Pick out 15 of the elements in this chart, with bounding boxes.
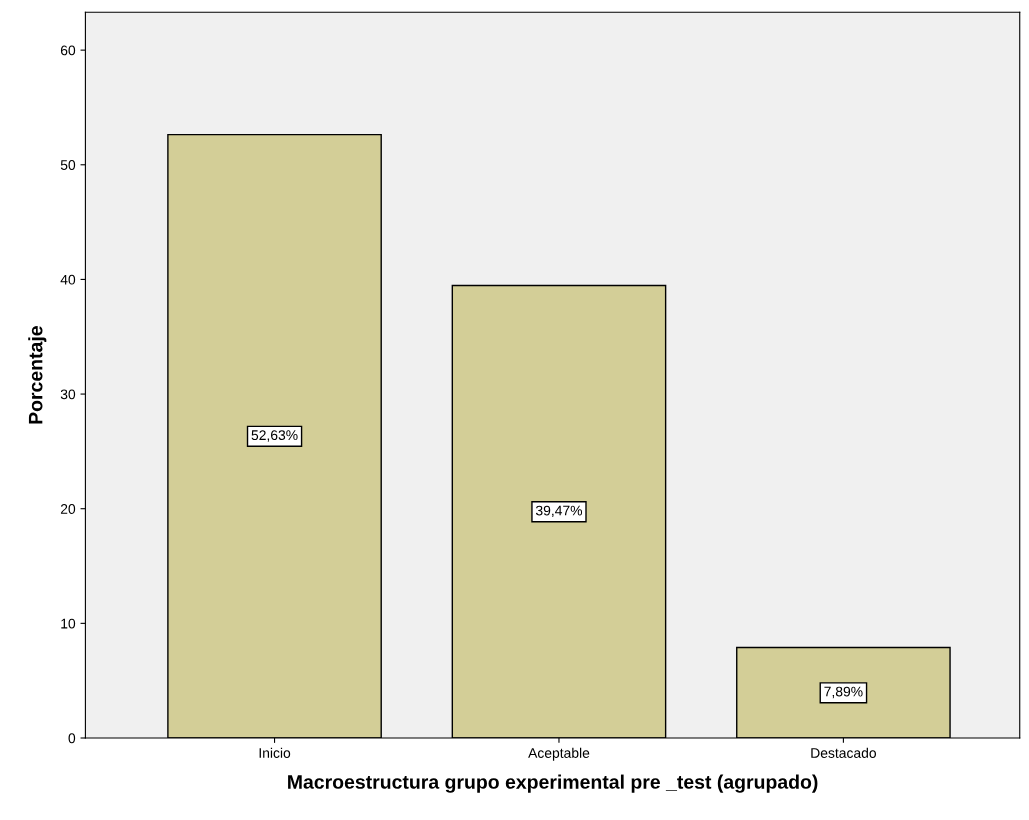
- data-label: 39,47%: [535, 505, 583, 518]
- y-tick-label: 20: [60, 504, 76, 514]
- data-label: 52,63%: [251, 430, 298, 442]
- y-axis-title: Porcentaje: [28, 326, 47, 424]
- y-tick-label: 40: [60, 274, 76, 285]
- y-tick-label: 60: [60, 45, 76, 56]
- x-tick-label: Inicio: [259, 747, 291, 758]
- x-tick-label: Aceptable: [528, 747, 590, 761]
- y-tick-label: 30: [60, 389, 76, 400]
- y-tick-label: 50: [60, 160, 76, 170]
- data-label: 7,89%: [824, 686, 863, 699]
- y-tick-label: 0: [68, 733, 76, 744]
- y-tick-label: 10: [61, 618, 76, 629]
- x-axis-title: Macroestructura grupo experimental pre _test (agrupado): [288, 774, 818, 793]
- x-tick-label: Destacado: [811, 747, 877, 758]
